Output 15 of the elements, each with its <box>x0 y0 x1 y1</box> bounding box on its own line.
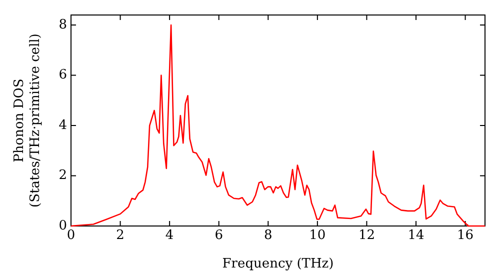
y-tick-label: 0 <box>58 218 67 234</box>
x-axis-title: Frequency (THz) <box>222 256 334 272</box>
y-tick-label: 6 <box>58 68 67 83</box>
x-tick-label: 2 <box>116 228 124 244</box>
x-tick-label: 6 <box>214 228 223 244</box>
x-tick-label: 10 <box>309 228 326 244</box>
x-tick-label: 4 <box>165 228 174 244</box>
x-tick-label: 8 <box>264 228 272 244</box>
x-tick-label: 16 <box>457 228 474 244</box>
x-tick-label: 14 <box>408 228 424 244</box>
y-tick-label: 4 <box>58 118 67 133</box>
y-axis-title: Phonon DOS (States/THz·primitive cell) <box>12 33 43 208</box>
y-tick-label: 8 <box>58 17 67 32</box>
y-tick-label: 2 <box>58 168 67 184</box>
x-tick-label: 12 <box>358 228 375 244</box>
